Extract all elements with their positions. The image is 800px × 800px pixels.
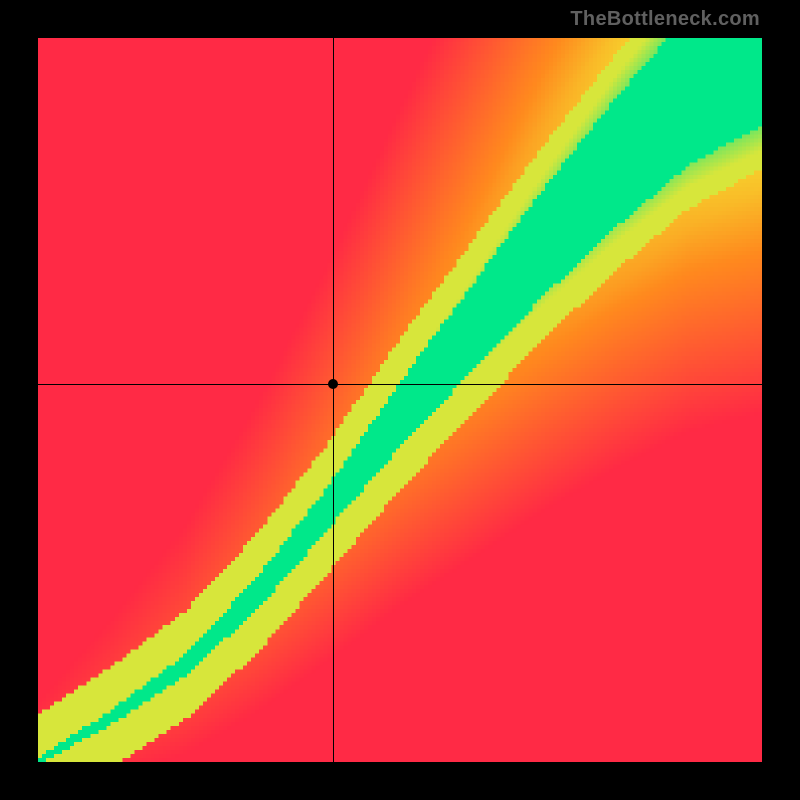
heatmap-canvas <box>38 38 762 762</box>
crosshair-vertical <box>333 38 334 762</box>
crosshair-marker <box>328 379 338 389</box>
heatmap-plot <box>38 38 762 762</box>
crosshair-horizontal <box>38 384 762 385</box>
watermark-text: TheBottleneck.com <box>570 8 760 31</box>
